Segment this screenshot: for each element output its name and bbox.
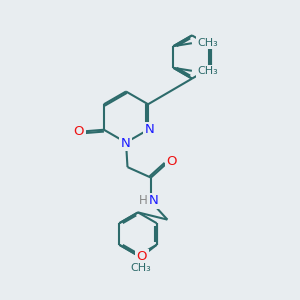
Text: CH₃: CH₃: [197, 38, 218, 48]
Text: O: O: [74, 125, 84, 138]
Text: N: N: [121, 136, 130, 150]
Text: N: N: [145, 123, 154, 136]
Text: O: O: [136, 250, 147, 263]
Text: H: H: [139, 194, 148, 208]
Text: CH₃: CH₃: [197, 66, 218, 76]
Text: O: O: [167, 154, 177, 168]
Text: CH₃: CH₃: [130, 263, 151, 273]
Text: N: N: [148, 194, 158, 208]
